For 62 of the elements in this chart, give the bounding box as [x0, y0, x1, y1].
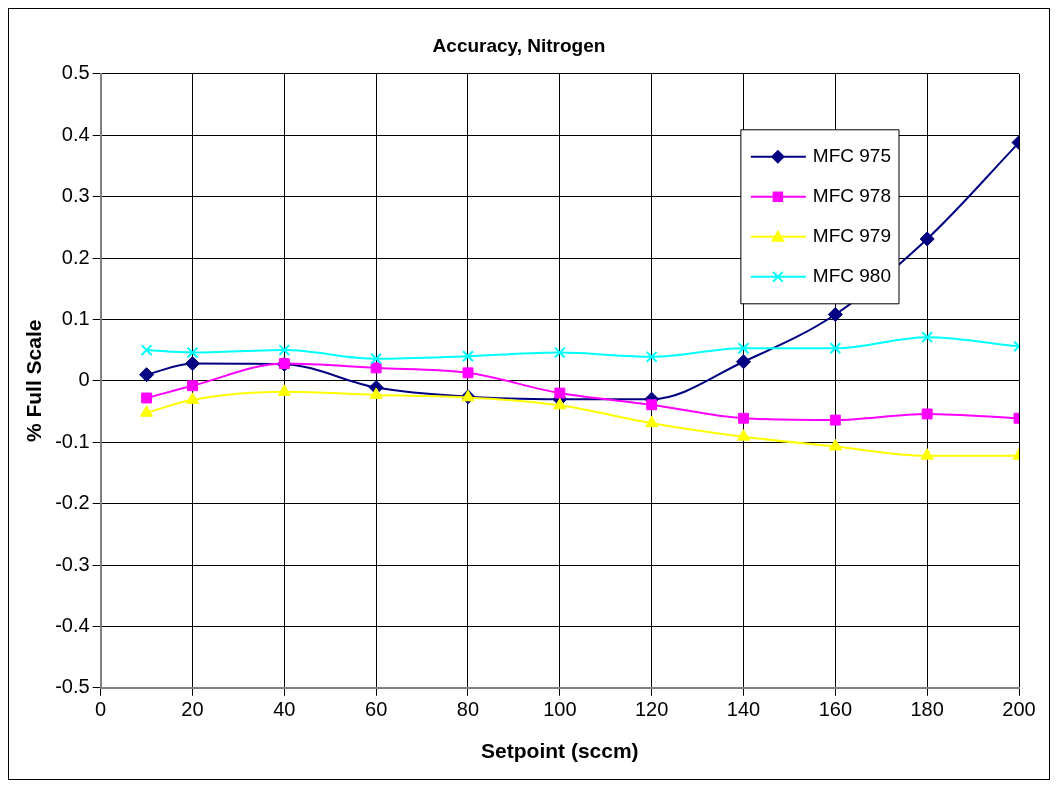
point: [462, 367, 474, 379]
point: [737, 342, 750, 355]
x-tick-label: 80: [456, 698, 480, 721]
point: [829, 414, 841, 426]
x-tick-label: 20: [181, 698, 204, 721]
y-tick-label: -0.2: [55, 491, 90, 514]
point: [736, 354, 751, 370]
legend-label: MFC 980: [812, 265, 892, 287]
point: [827, 306, 843, 322]
chart-title: Accuracy, Nitrogen: [432, 34, 606, 56]
point: [553, 346, 566, 359]
point: [738, 412, 749, 424]
point: [139, 367, 155, 383]
y-tick-label: 0.3: [61, 184, 90, 207]
point: [186, 346, 199, 359]
point: [187, 380, 198, 392]
legend-label: MFC 975: [812, 145, 892, 167]
point: [646, 399, 658, 411]
x-tick-label: 100: [543, 698, 577, 721]
x-tick-label: 120: [634, 698, 669, 721]
point: [140, 405, 154, 417]
point: [141, 392, 153, 404]
y-tick-label: 0: [78, 368, 90, 391]
x-tick-label: 0: [95, 698, 107, 721]
y-tick-label: -0.3: [55, 552, 90, 575]
point: [369, 387, 383, 399]
point: [553, 397, 567, 410]
point: [370, 362, 382, 374]
x-tick-label: 60: [365, 698, 388, 721]
x-tick-label: 180: [910, 698, 944, 721]
y-tick-label: -0.1: [55, 429, 90, 452]
point: [278, 344, 291, 357]
point: [462, 350, 474, 363]
point: [736, 429, 751, 441]
legend-label: MFC 979: [812, 225, 892, 247]
x-tick-label: 140: [726, 698, 761, 721]
point: [370, 352, 383, 365]
point: [921, 408, 933, 420]
point: [277, 384, 291, 396]
x-tick-label: 160: [818, 698, 853, 721]
y-tick-label: 0.4: [61, 122, 90, 145]
point: [140, 344, 153, 357]
y-tick-label: 0.1: [61, 306, 90, 329]
point: [645, 415, 659, 428]
point: [920, 448, 934, 460]
point: [828, 439, 842, 451]
y-tick-label: 0.2: [61, 245, 90, 268]
y-tick-label: -0.4: [55, 613, 90, 636]
x-axis-title: Setpoint (sccm): [481, 739, 639, 763]
y-tick-label: 0.5: [61, 61, 90, 84]
point: [185, 356, 200, 372]
y-axis-title: % Full Scale: [22, 319, 46, 443]
point: [921, 331, 934, 344]
point: [185, 392, 200, 404]
point: [645, 350, 658, 363]
x-tick-label: 40: [273, 698, 296, 721]
y-tick-label: -0.5: [55, 675, 90, 698]
point: [829, 342, 842, 355]
point: [554, 387, 566, 399]
x-tick-label: 200: [1002, 698, 1036, 721]
point: [919, 231, 935, 247]
legend-label: MFC 978: [812, 185, 892, 207]
